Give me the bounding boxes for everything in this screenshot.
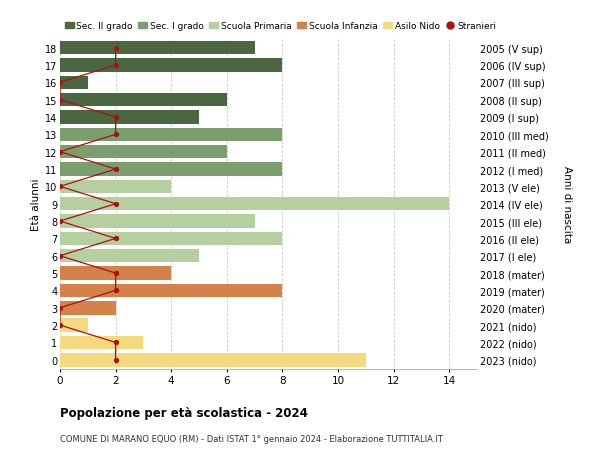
Bar <box>60 59 283 73</box>
Text: Popolazione per età scolastica - 2024: Popolazione per età scolastica - 2024 <box>60 406 308 419</box>
Bar <box>60 301 116 315</box>
Bar <box>60 284 283 297</box>
Bar <box>60 232 283 246</box>
Point <box>55 304 65 312</box>
Point <box>111 339 121 347</box>
Point <box>55 97 65 104</box>
Bar <box>60 163 283 176</box>
Point <box>111 62 121 69</box>
Bar <box>60 76 88 90</box>
Bar <box>60 319 88 332</box>
Y-axis label: Età alunni: Età alunni <box>31 178 41 230</box>
Bar <box>60 129 283 142</box>
Point <box>111 270 121 277</box>
Bar <box>60 146 227 159</box>
Bar <box>60 42 254 55</box>
Point <box>55 322 65 329</box>
Text: COMUNE DI MARANO EQUO (RM) - Dati ISTAT 1° gennaio 2024 - Elaborazione TUTTITALI: COMUNE DI MARANO EQUO (RM) - Dati ISTAT … <box>60 434 443 443</box>
Point <box>55 183 65 190</box>
Bar <box>60 267 171 280</box>
Bar <box>60 94 227 107</box>
Bar <box>60 336 143 349</box>
Point <box>111 166 121 174</box>
Bar <box>60 249 199 263</box>
Point <box>55 79 65 87</box>
Point <box>111 235 121 242</box>
Point <box>111 131 121 139</box>
Point <box>55 218 65 225</box>
Point <box>55 252 65 260</box>
Point <box>55 149 65 156</box>
Bar <box>60 197 449 211</box>
Bar <box>60 353 366 367</box>
Y-axis label: Anni di nascita: Anni di nascita <box>562 166 572 243</box>
Point <box>111 356 121 364</box>
Point <box>111 114 121 122</box>
Bar <box>60 215 254 228</box>
Point <box>111 201 121 208</box>
Bar <box>60 111 199 124</box>
Point <box>111 287 121 294</box>
Legend: Sec. II grado, Sec. I grado, Scuola Primaria, Scuola Infanzia, Asilo Nido, Stran: Sec. II grado, Sec. I grado, Scuola Prim… <box>65 22 496 31</box>
Bar <box>60 180 171 194</box>
Point <box>111 45 121 52</box>
